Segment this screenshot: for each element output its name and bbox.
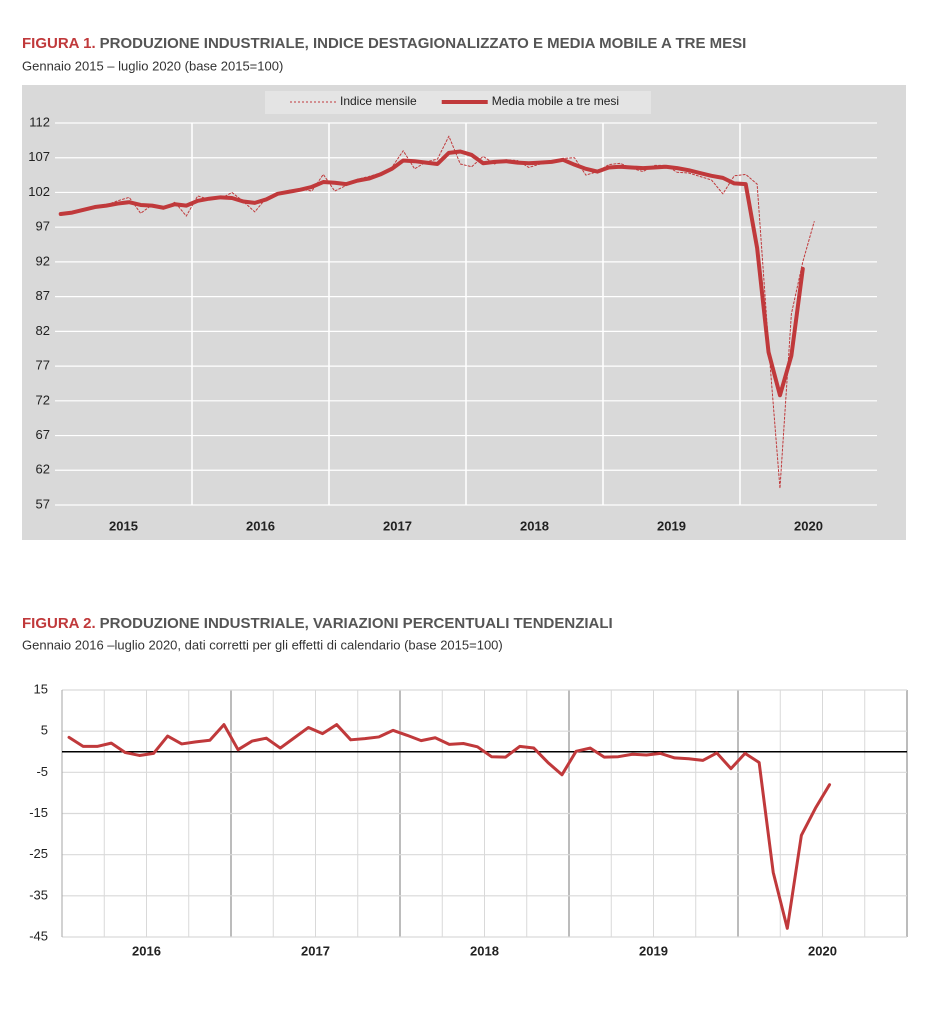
x-tick-label: 2016 xyxy=(132,943,161,958)
series-line xyxy=(58,149,805,398)
x-tick-label: 2020 xyxy=(794,518,823,533)
y-tick-label: 87 xyxy=(36,288,50,303)
figure-label: FIGURA 1. xyxy=(22,35,96,52)
figure-label: FIGURA 2. xyxy=(22,615,96,632)
y-tick-label: 62 xyxy=(36,462,50,477)
y-tick-label: 15 xyxy=(34,681,48,696)
subtitle: Gennaio 2016 –luglio 2020, dati corretti… xyxy=(22,637,503,652)
y-tick-label: 77 xyxy=(36,358,50,373)
y-tick-label: 82 xyxy=(36,323,50,338)
series-line xyxy=(67,723,832,930)
x-tick-label: 2017 xyxy=(383,518,412,533)
y-tick-label: 67 xyxy=(36,427,50,442)
y-tick-label: 97 xyxy=(36,219,50,234)
y-tick-label: -45 xyxy=(29,928,48,943)
x-tick-label: 2019 xyxy=(657,518,686,533)
y-tick-label: 102 xyxy=(28,184,50,199)
y-tick-label: 107 xyxy=(28,149,50,164)
x-tick-label: 2017 xyxy=(301,943,330,958)
y-tick-label: -15 xyxy=(29,805,48,820)
y-tick-label: 57 xyxy=(36,496,50,511)
chart-title: FIGURA 1. PRODUZIONE INDUSTRIALE, INDICE … xyxy=(22,35,746,52)
x-tick-label: 2018 xyxy=(520,518,549,533)
y-tick-label: 72 xyxy=(36,392,50,407)
y-tick-label: 5 xyxy=(41,723,48,738)
x-tick-label: 2015 xyxy=(109,518,138,533)
series-line xyxy=(60,135,815,489)
subtitle: Gennaio 2015 – luglio 2020 (base 2015=10… xyxy=(22,58,283,73)
x-tick-label: 2016 xyxy=(246,518,275,533)
y-tick-label: 112 xyxy=(29,114,50,129)
legend-label: Indice mensile xyxy=(340,94,417,108)
x-tick-label: 2019 xyxy=(639,943,668,958)
chart-title: FIGURA 2. PRODUZIONE INDUSTRIALE, VARIAZI… xyxy=(22,615,613,632)
x-tick-label: 2018 xyxy=(470,943,499,958)
chart-panel xyxy=(22,85,906,540)
title: PRODUZIONE INDUSTRIALE, VARIAZIONI PERCE… xyxy=(100,615,613,632)
legend-label: Media mobile a tre mesi xyxy=(492,94,619,108)
y-tick-label: -25 xyxy=(29,846,48,861)
title: PRODUZIONE INDUSTRIALE, INDICE DESTAGION… xyxy=(100,35,747,52)
x-tick-label: 2020 xyxy=(808,943,837,958)
y-tick-label: -35 xyxy=(29,887,48,902)
y-tick-label: 92 xyxy=(36,253,50,268)
y-tick-label: -5 xyxy=(36,764,48,779)
